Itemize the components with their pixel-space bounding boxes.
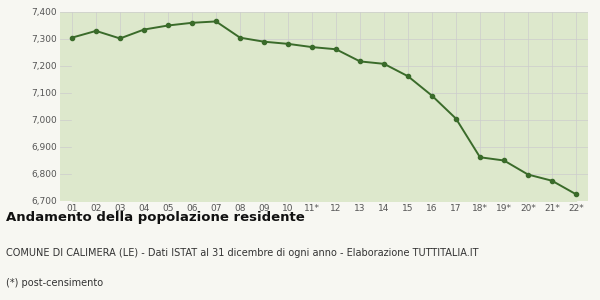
Text: COMUNE DI CALIMERA (LE) - Dati ISTAT al 31 dicembre di ogni anno - Elaborazione : COMUNE DI CALIMERA (LE) - Dati ISTAT al …: [6, 248, 479, 257]
Text: (*) post-censimento: (*) post-censimento: [6, 278, 103, 287]
Text: Andamento della popolazione residente: Andamento della popolazione residente: [6, 212, 305, 224]
